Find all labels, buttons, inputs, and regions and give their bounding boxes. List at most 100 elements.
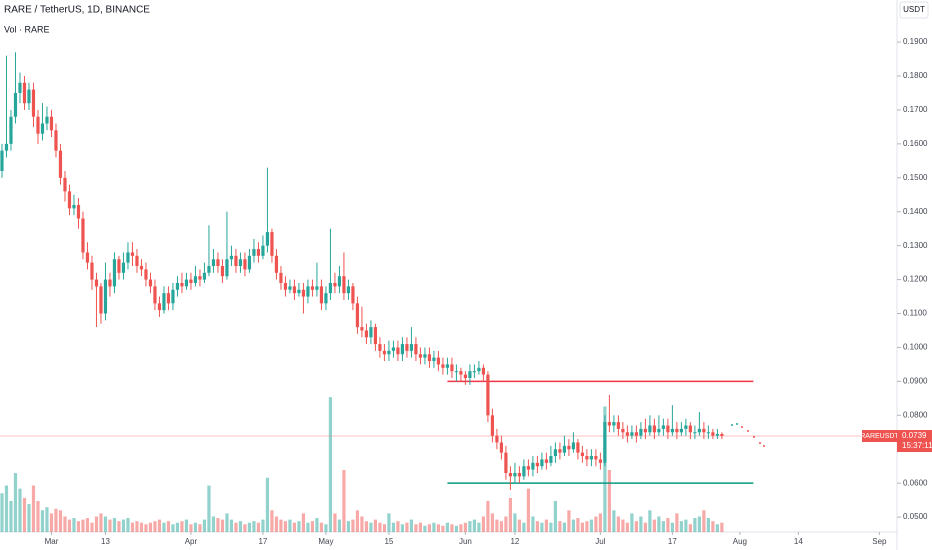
y-tick-label: 0.1400 bbox=[903, 207, 928, 216]
volume-bar bbox=[459, 524, 463, 532]
candle-body bbox=[675, 428, 679, 433]
volume-bar bbox=[495, 519, 499, 532]
candle-body bbox=[144, 269, 148, 280]
volume-bar bbox=[58, 510, 63, 532]
candle-body bbox=[531, 462, 535, 470]
candle-body bbox=[490, 415, 495, 436]
volume-bar bbox=[400, 524, 405, 532]
volume-bar bbox=[193, 522, 198, 532]
candle-body bbox=[459, 371, 463, 375]
volume-bar bbox=[301, 513, 306, 532]
volume-bar bbox=[351, 519, 355, 532]
candle-body bbox=[643, 428, 647, 433]
volume-bar bbox=[148, 522, 153, 532]
candle-body bbox=[225, 259, 229, 277]
volume-bar bbox=[558, 521, 562, 532]
candle-body bbox=[40, 123, 45, 134]
candle-body bbox=[684, 425, 688, 429]
candle-body bbox=[112, 259, 117, 287]
candle-body bbox=[441, 364, 445, 368]
volume-bar bbox=[238, 521, 243, 532]
volume-bar bbox=[666, 518, 670, 532]
currency-box[interactable] bbox=[899, 1, 929, 19]
volume-bar bbox=[157, 519, 162, 532]
candle-body bbox=[396, 347, 400, 355]
volume-bar bbox=[108, 519, 112, 532]
volume-bar bbox=[531, 516, 535, 532]
volume-bar bbox=[486, 501, 490, 532]
candle-body bbox=[211, 259, 216, 267]
volume-bar bbox=[693, 518, 697, 532]
volume-bar bbox=[661, 521, 665, 532]
candle-body bbox=[486, 374, 490, 416]
candle-body bbox=[423, 354, 427, 358]
volume-bar bbox=[27, 504, 31, 532]
candle-body bbox=[364, 330, 369, 338]
volume-bar bbox=[715, 524, 719, 532]
candle-body bbox=[540, 459, 544, 467]
volume-bar bbox=[346, 521, 351, 532]
volume-bar bbox=[130, 522, 135, 532]
volume-bar bbox=[396, 521, 400, 532]
volume-bar bbox=[616, 516, 620, 532]
candle-body bbox=[405, 344, 409, 351]
volume-bar bbox=[607, 470, 611, 532]
volume-bar bbox=[589, 519, 593, 532]
candle-body bbox=[306, 286, 310, 297]
volume-bar bbox=[355, 510, 360, 532]
volume-bar bbox=[90, 522, 94, 532]
projection-dot bbox=[736, 423, 738, 425]
projection-dot bbox=[747, 430, 749, 432]
symbol-box bbox=[862, 430, 897, 443]
candle-body bbox=[625, 432, 629, 436]
volume-bar bbox=[679, 521, 683, 532]
x-tick-label: 15 bbox=[384, 537, 393, 546]
volume-bar bbox=[441, 525, 445, 532]
candle-body bbox=[585, 456, 589, 460]
candle-body bbox=[657, 428, 661, 433]
candle-body bbox=[45, 116, 49, 124]
volume-bar bbox=[252, 521, 256, 532]
volume-bar bbox=[414, 524, 418, 532]
candle-body bbox=[288, 286, 292, 290]
candle-body bbox=[49, 116, 54, 131]
volume-bar bbox=[121, 519, 126, 532]
volume-bar bbox=[643, 522, 647, 532]
candle-body bbox=[378, 344, 382, 351]
volume-bar bbox=[72, 518, 76, 532]
candle-body bbox=[301, 289, 306, 297]
volume-bar bbox=[207, 485, 211, 532]
volume-bar bbox=[54, 508, 58, 532]
candle-body bbox=[679, 428, 683, 433]
candle-body bbox=[337, 276, 342, 287]
volume-bar bbox=[112, 518, 117, 532]
volume-bar bbox=[463, 522, 468, 532]
candle-body bbox=[612, 422, 616, 426]
volume-bar bbox=[94, 516, 99, 532]
volume-bar bbox=[454, 525, 459, 532]
candle-body bbox=[463, 374, 468, 378]
x-tick-label: Jun bbox=[459, 537, 472, 546]
volume-bar bbox=[576, 518, 580, 532]
price-box bbox=[897, 430, 932, 453]
candle-body bbox=[198, 276, 202, 280]
currency[interactable]: USDT bbox=[903, 5, 925, 14]
candle-body bbox=[184, 279, 189, 287]
projection-dot bbox=[731, 424, 733, 426]
y-tick-label: 0.1600 bbox=[903, 139, 928, 148]
candle-body bbox=[652, 425, 656, 433]
x-tick-label: 12 bbox=[510, 537, 519, 546]
candle-body bbox=[243, 259, 247, 270]
volume-bar bbox=[81, 519, 85, 532]
volume-bar bbox=[247, 522, 252, 532]
candle-body bbox=[121, 262, 126, 273]
volume-bar bbox=[499, 521, 504, 532]
candle-body bbox=[508, 472, 513, 477]
volume-bar bbox=[135, 521, 139, 532]
volume-bar bbox=[481, 516, 486, 532]
candle-body bbox=[207, 266, 211, 273]
volume-bar bbox=[0, 493, 4, 532]
volume-bar bbox=[202, 519, 207, 532]
candle-body bbox=[688, 425, 692, 433]
candle-body bbox=[382, 350, 387, 355]
